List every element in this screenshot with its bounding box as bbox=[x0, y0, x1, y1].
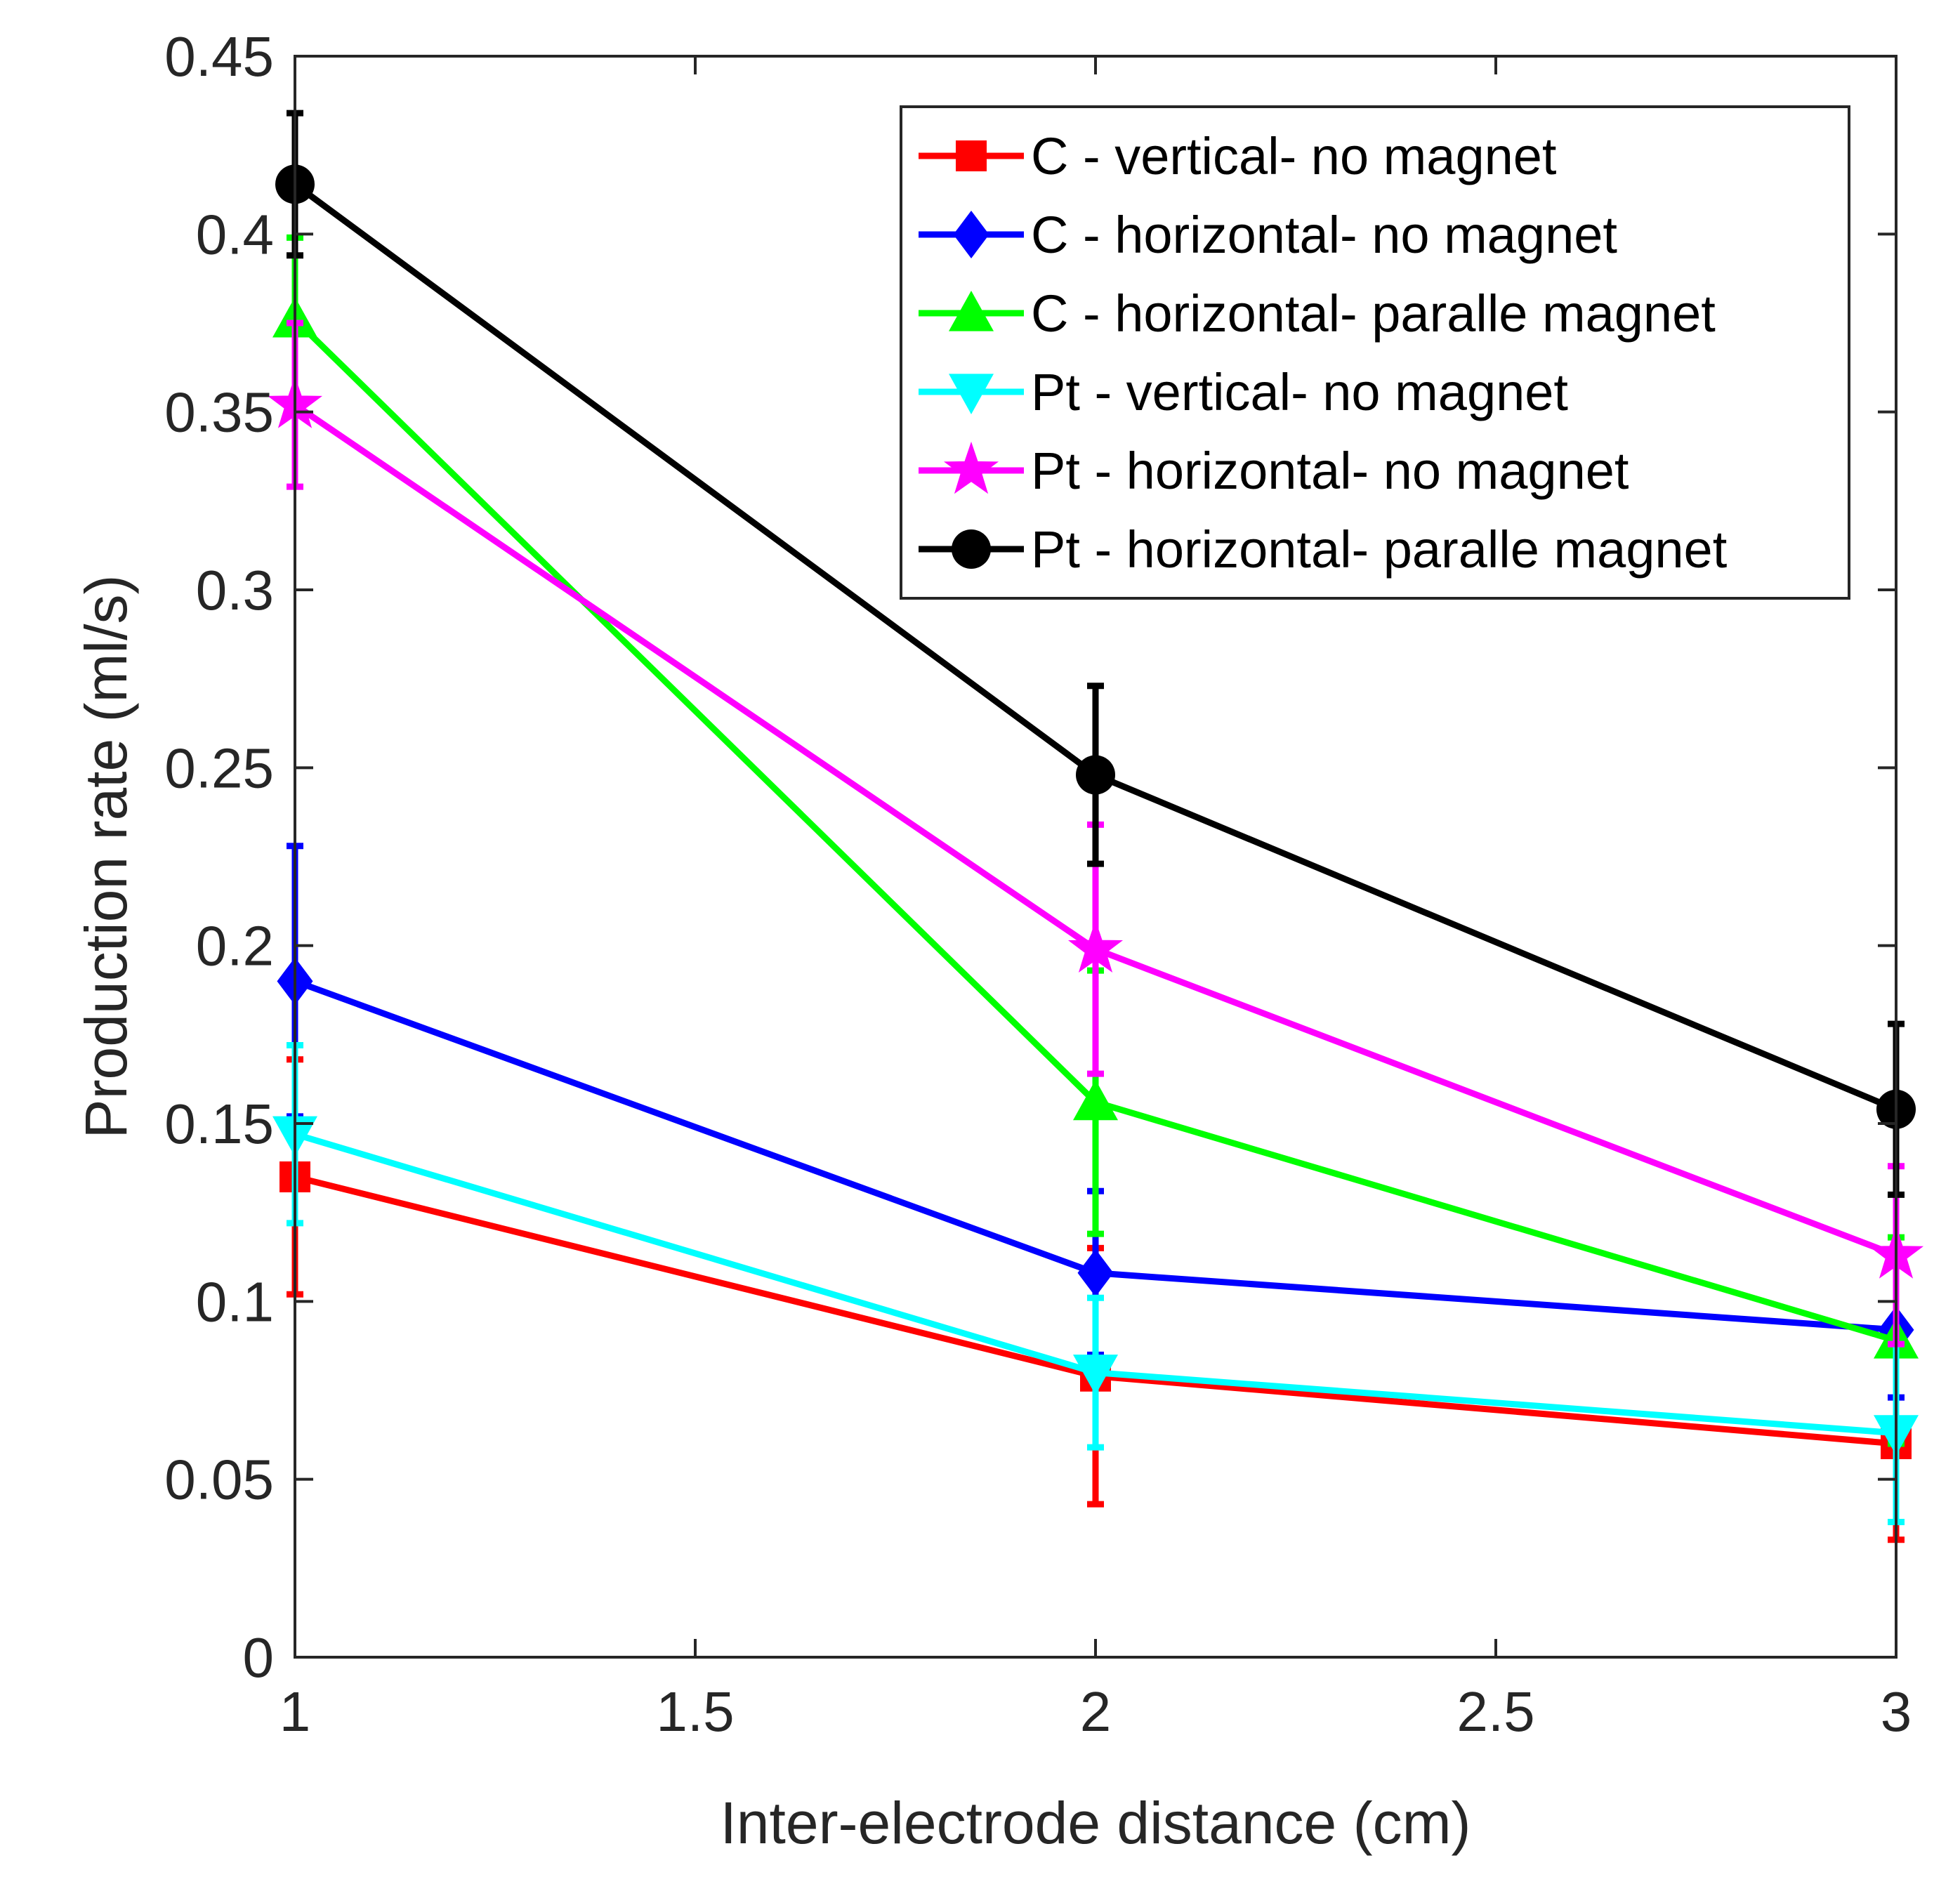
x-tick-label: 1 bbox=[279, 1680, 311, 1743]
legend-swatch-marker bbox=[949, 374, 994, 414]
x-axis-label: Inter-electrode distance (cm) bbox=[720, 1790, 1471, 1856]
data-point bbox=[1073, 1355, 1118, 1395]
legend-swatch-marker bbox=[956, 140, 987, 171]
legend-label: C - horizontal- no magnet bbox=[1031, 206, 1617, 264]
legend-item-1: C - vertical- no magnet bbox=[919, 127, 1557, 185]
legend-swatch-marker bbox=[952, 529, 991, 569]
y-tick-label: 0.2 bbox=[196, 915, 274, 977]
y-tick-label: 0.45 bbox=[164, 25, 274, 88]
legend-swatch-marker bbox=[943, 441, 999, 494]
y-axis-label: Production rate (ml/s) bbox=[73, 575, 139, 1139]
y-tick-label: 0.1 bbox=[196, 1270, 274, 1333]
legend-item-4: Pt - vertical- no magnet bbox=[919, 363, 1568, 421]
legend-label: Pt - vertical- no magnet bbox=[1031, 363, 1568, 421]
legend-item-6: Pt - horizontal- paralle magnet bbox=[919, 520, 1728, 579]
data-point bbox=[1067, 920, 1124, 973]
legend-swatch-marker bbox=[953, 211, 989, 258]
y-tick-label: 0.15 bbox=[164, 1093, 274, 1155]
legend-label: Pt - horizontal- no magnet bbox=[1031, 442, 1629, 500]
y-tick-label: 0.4 bbox=[196, 203, 274, 265]
y-tick-label: 0.25 bbox=[164, 737, 274, 799]
axes: 1 1.5 2 2.5 3 0 0.05 0.1 0.15 0.2 0.25 0.3 0.35 0.4 0.… bbox=[164, 25, 1912, 1743]
data-point bbox=[1076, 755, 1115, 795]
y-tick-label: 0.05 bbox=[164, 1449, 274, 1511]
y-tick-label: 0.35 bbox=[164, 381, 274, 444]
data-point bbox=[1077, 1249, 1114, 1297]
y-tick-label: 0.3 bbox=[196, 559, 274, 621]
legend-label: Pt - horizontal- paralle magnet bbox=[1031, 520, 1728, 579]
legend-box bbox=[900, 105, 1850, 600]
x-tick-label: 1.5 bbox=[656, 1680, 734, 1743]
y-tick-label: 0 bbox=[243, 1626, 275, 1689]
data-point bbox=[1073, 1079, 1118, 1121]
legend-label: C - vertical- no magnet bbox=[1031, 127, 1557, 185]
x-tick-label: 2.5 bbox=[1456, 1680, 1534, 1743]
legend-swatch-marker bbox=[949, 291, 994, 331]
x-tick-label: 3 bbox=[1881, 1680, 1912, 1743]
legend-item-5: Pt - horizontal- no magnet bbox=[919, 441, 1629, 500]
legend-label: C - horizontal- paralle magnet bbox=[1031, 284, 1716, 343]
x-tick-label: 2 bbox=[1080, 1680, 1112, 1743]
legend-item-3: C - horizontal- paralle magnet bbox=[919, 284, 1716, 343]
legend: C - vertical- no magnet C - horizontal- n… bbox=[900, 105, 1850, 600]
legend-item-2: C - horizontal- no magnet bbox=[919, 206, 1617, 264]
